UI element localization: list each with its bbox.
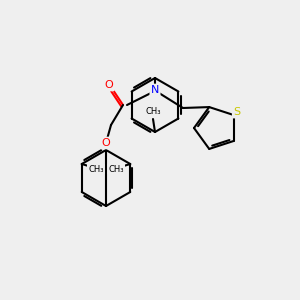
Text: N: N bbox=[151, 85, 159, 95]
Text: CH₃: CH₃ bbox=[88, 164, 103, 173]
Text: O: O bbox=[105, 80, 113, 90]
Text: O: O bbox=[102, 138, 110, 148]
Text: S: S bbox=[233, 107, 240, 117]
Text: CH₃: CH₃ bbox=[145, 107, 161, 116]
Text: CH₃: CH₃ bbox=[109, 164, 124, 173]
